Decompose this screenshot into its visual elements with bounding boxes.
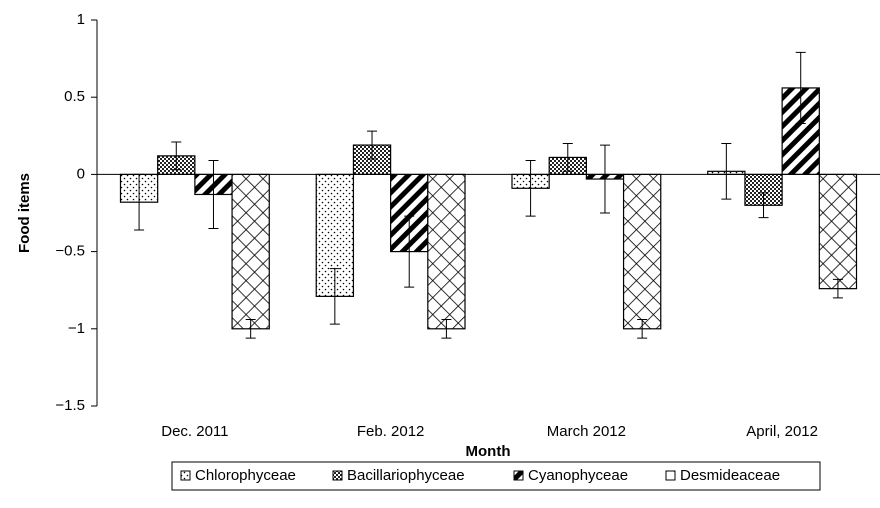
legend-label: Desmideaceae [680,467,780,484]
error-bar [171,141,182,171]
y-tick-label: −1 [68,320,85,337]
y-tick-label: 0.5 [64,88,85,105]
error-bar [721,143,732,200]
y-tick-label: 1 [77,11,85,28]
x-axis-label: Month [466,443,511,460]
x-tick-label: Dec. 2011 [161,423,228,440]
error-bar [832,278,843,299]
y-tick-label: −1.5 [55,397,85,414]
y-tick-label: 0 [77,165,85,182]
x-tick-label: March 2012 [547,423,626,440]
error-bar [208,160,219,229]
error-bar [758,192,769,219]
legend-swatch [665,470,676,481]
x-tick-label: April, 2012 [746,423,818,440]
bar [622,173,662,330]
bar [427,173,466,330]
bar [818,173,858,290]
error-bar [795,51,806,124]
error-bar [245,319,256,339]
legend-swatch [332,470,343,481]
error-bar [562,143,573,172]
error-bar [404,215,415,288]
error-bar [637,319,648,339]
legend-swatch [513,470,524,481]
legend-label: Bacillariophyceae [347,467,465,484]
error-bar [367,130,378,160]
error-bar [329,268,340,325]
bar [231,173,270,330]
error-bar [441,319,452,339]
x-tick-label: Feb. 2012 [357,423,425,440]
y-axis-label: Food items [16,173,33,253]
legend-label: Chlorophyceae [195,467,296,484]
legend-box [171,461,821,491]
legend-swatch [180,470,191,481]
error-bar [599,144,610,214]
legend-label: Cyanophyceae [528,467,628,484]
y-tick-label: −0.5 [55,243,85,260]
error-bar [525,160,536,217]
